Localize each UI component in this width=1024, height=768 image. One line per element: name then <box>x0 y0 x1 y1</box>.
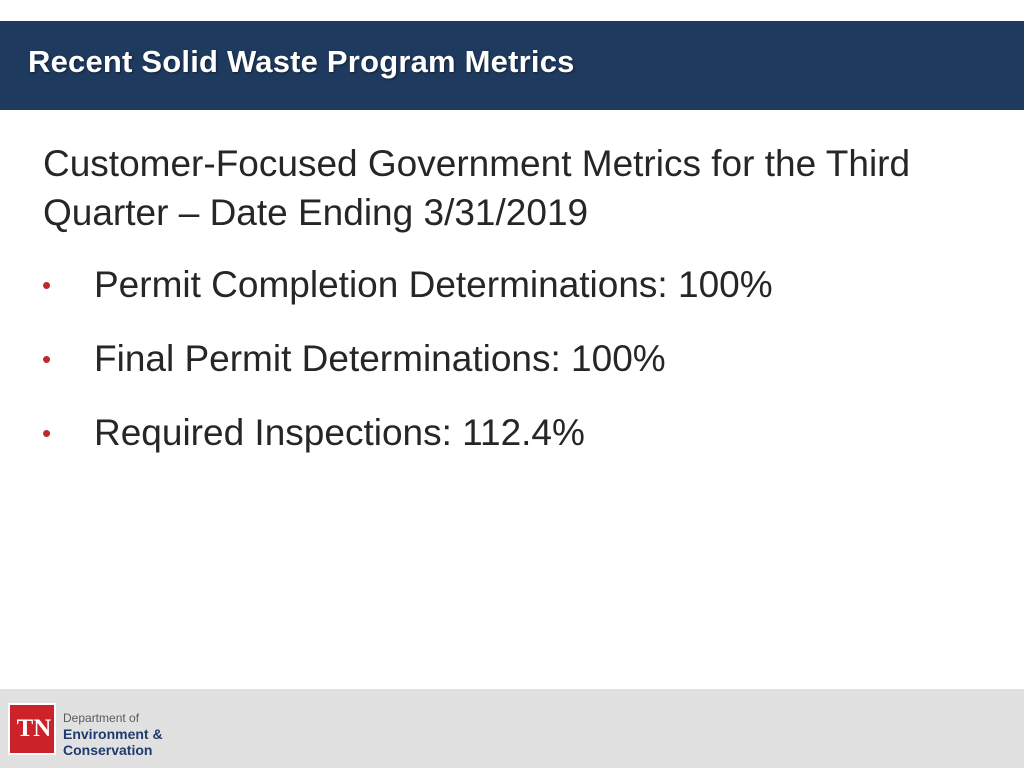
logo-conservation-text: Conservation <box>63 742 153 758</box>
slide-title: Recent Solid Waste Program Metrics <box>28 44 575 79</box>
tn-logo-icon: TN <box>8 703 56 755</box>
bullet-icon: • <box>42 418 52 448</box>
footer-bar <box>0 689 1024 768</box>
logo-department-text: Department of <box>63 711 140 725</box>
header-bar <box>0 21 1024 110</box>
bullet-icon: • <box>42 270 52 300</box>
logo-environment-text: Environment & <box>63 726 163 742</box>
slide-subtitle: Customer-Focused Government Metrics for … <box>43 143 911 233</box>
bullet-icon: • <box>42 344 52 374</box>
metric-text: Final Permit Determinations: 100% <box>94 338 666 379</box>
metric-text: Required Inspections: 112.4% <box>94 412 585 453</box>
metric-text: Permit Completion Determinations: 100% <box>94 264 773 305</box>
tn-logo-text: TN <box>16 715 52 742</box>
tdec-logo: TN Department of Environment & Conservat… <box>8 703 188 759</box>
